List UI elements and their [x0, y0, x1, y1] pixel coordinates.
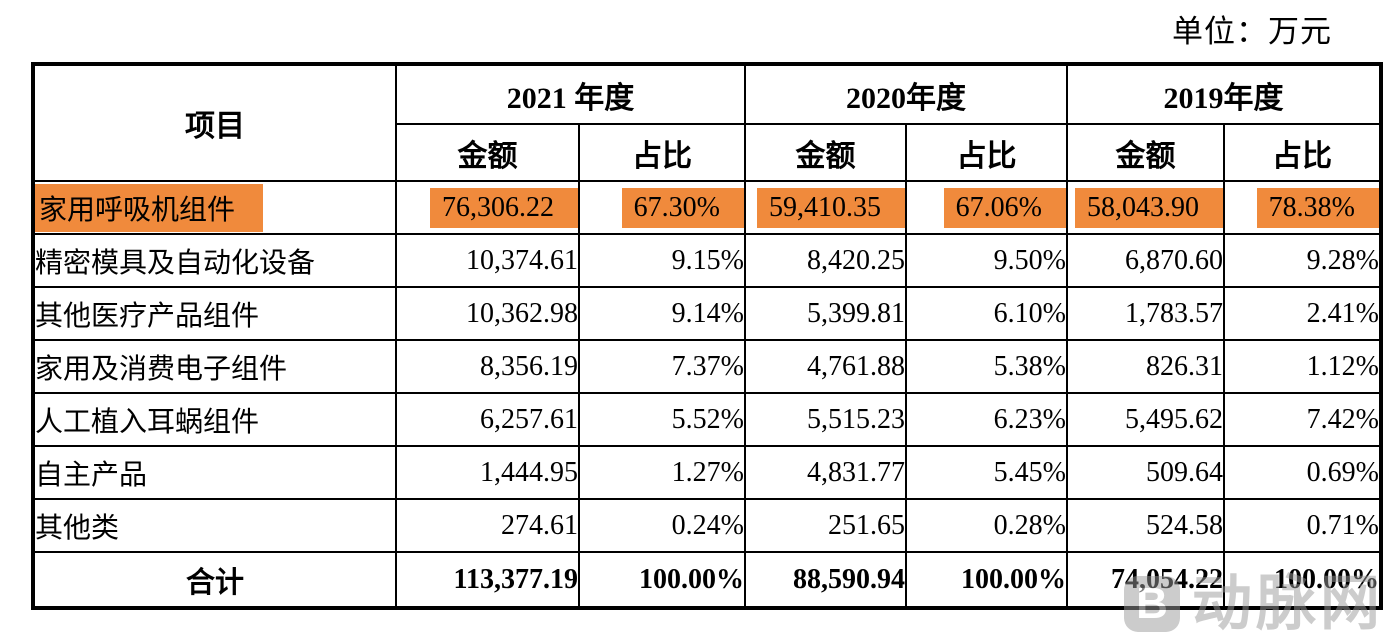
column-header-share-2020: 占比 [905, 123, 1068, 182]
watermark-logo-letter: B [1136, 579, 1168, 628]
cell-share-2019: 9.28% [1223, 233, 1382, 288]
table-row: 家用及消费电子组件 8,356.19 7.37% 4,761.88 5.38% … [32, 339, 1382, 394]
cell-share-2021: 0.24% [578, 498, 746, 553]
cell-share-2019: 78.38% [1223, 180, 1382, 235]
cell-amount-2020: 59,410.35 [744, 180, 907, 235]
watermark-logo-icon: B [1124, 576, 1180, 632]
cell-amount-2020: 5,399.81 [744, 286, 907, 341]
table-row: 人工植入耳蜗组件 6,257.61 5.52% 5,515.23 6.23% 5… [32, 392, 1382, 447]
cell-amount-2021: 113,377.19 [395, 551, 580, 609]
revenue-breakdown-table: 项目 2021 年度 2020年度 2019年度 金额 占比 金额 占比 金额 … [31, 62, 1383, 610]
cell-share-2020: 6.23% [905, 392, 1068, 447]
column-header-share-2019: 占比 [1223, 123, 1382, 182]
cell-share-2021: 7.37% [578, 339, 746, 394]
cell-amount-2020: 5,515.23 [744, 392, 907, 447]
highlight-span: 78.38% [1256, 187, 1379, 228]
cell-amount-2020: 4,761.88 [744, 339, 907, 394]
table-row: 其他类 274.61 0.24% 251.65 0.28% 524.58 0.7… [32, 498, 1382, 553]
cell-amount-2021: 1,444.95 [395, 445, 580, 500]
cell-amount-2020: 8,420.25 [744, 233, 907, 288]
highlight-span: 76,306.22 [430, 187, 577, 228]
cell-amount-2021: 76,306.22 [395, 180, 580, 235]
column-header-amount-2020: 金额 [744, 123, 907, 182]
cell-amount-2021: 274.61 [395, 498, 580, 553]
column-header-2020: 2020年度 [744, 63, 1068, 125]
cell-share-2019: 0.69% [1223, 445, 1382, 500]
cell-share-2019: 7.42% [1223, 392, 1382, 447]
row-label: 自主产品 [32, 445, 397, 500]
cell-amount-2021: 10,374.61 [395, 233, 580, 288]
cell-share-2021: 67.30% [578, 180, 746, 235]
cell-share-2020: 67.06% [905, 180, 1068, 235]
cell-amount-2019: 1,783.57 [1066, 286, 1225, 341]
cell-amount-2020: 251.65 [744, 498, 907, 553]
table-row: 自主产品 1,444.95 1.27% 4,831.77 5.45% 509.6… [32, 445, 1382, 500]
table-row: 精密模具及自动化设备 10,374.61 9.15% 8,420.25 9.50… [32, 233, 1382, 288]
cell-share-2021: 9.15% [578, 233, 746, 288]
column-header-amount-2019: 金额 [1066, 123, 1225, 182]
cell-share-2020: 0.28% [905, 498, 1068, 553]
cell-amount-2021: 6,257.61 [395, 392, 580, 447]
watermark: B 动脉网 [1124, 574, 1384, 634]
table-row: 其他医疗产品组件 10,362.98 9.14% 5,399.81 6.10% … [32, 286, 1382, 341]
cell-share-2019: 1.12% [1223, 339, 1382, 394]
highlight-span: 67.06% [943, 187, 1065, 228]
row-label: 其他医疗产品组件 [32, 286, 397, 341]
cell-share-2021: 9.14% [578, 286, 746, 341]
row-label: 家用呼吸机组件 [32, 180, 397, 235]
highlight-span: 58,043.90 [1075, 187, 1222, 228]
header-row-subcolumns: 金额 占比 金额 占比 金额 占比 [33, 123, 1382, 182]
column-header-2019: 2019年度 [1066, 63, 1382, 125]
cell-amount-2019: 58,043.90 [1066, 180, 1225, 235]
row-label: 家用及消费电子组件 [32, 339, 397, 394]
cell-amount-2020: 4,831.77 [744, 445, 907, 500]
cell-amount-2021: 10,362.98 [395, 286, 580, 341]
cell-share-2020: 6.10% [905, 286, 1068, 341]
column-header-amount-2021: 金额 [395, 123, 580, 182]
cell-amount-2020: 88,590.94 [744, 551, 907, 609]
cell-amount-2019: 509.64 [1066, 445, 1225, 500]
row-label-total: 合计 [32, 551, 397, 609]
cell-share-2021: 5.52% [578, 392, 746, 447]
watermark-text: 动脉网 [1192, 570, 1384, 636]
cell-share-2019: 2.41% [1223, 286, 1382, 341]
row-label: 精密模具及自动化设备 [32, 233, 397, 288]
cell-share-2020: 5.45% [905, 445, 1068, 500]
cell-amount-2019: 6,870.60 [1066, 233, 1225, 288]
cell-amount-2019: 524.58 [1066, 498, 1225, 553]
cell-share-2019: 100.00% [1223, 551, 1382, 609]
highlight-span: 59,410.35 [757, 187, 904, 228]
highlight-span: 家用呼吸机组件 [35, 183, 264, 232]
cell-amount-2021: 8,356.19 [395, 339, 580, 394]
highlight-span: 67.30% [621, 187, 743, 228]
row-label: 其他类 [32, 498, 397, 553]
header-row-years: 项目 2021 年度 2020年度 2019年度 [32, 63, 1382, 182]
cell-share-2020: 9.50% [905, 233, 1068, 288]
cell-amount-2019: 5,495.62 [1066, 392, 1225, 447]
cell-share-2021: 100.00% [578, 551, 746, 609]
cell-share-2019: 0.71% [1223, 498, 1382, 553]
cell-share-2020: 100.00% [905, 551, 1068, 609]
unit-label: 单位：万元 [1172, 14, 1332, 49]
cell-share-2020: 5.38% [905, 339, 1068, 394]
row-label: 人工植入耳蜗组件 [32, 392, 397, 447]
cell-amount-2019: 826.31 [1066, 339, 1225, 394]
column-header-2021: 2021 年度 [395, 63, 746, 125]
column-header-item: 项目 [32, 63, 397, 182]
table-row-highlighted: 家用呼吸机组件 76,306.22 67.30% 59,410.35 67.06… [32, 180, 1382, 235]
cell-share-2021: 1.27% [578, 445, 746, 500]
column-header-share-2021: 占比 [578, 123, 746, 182]
